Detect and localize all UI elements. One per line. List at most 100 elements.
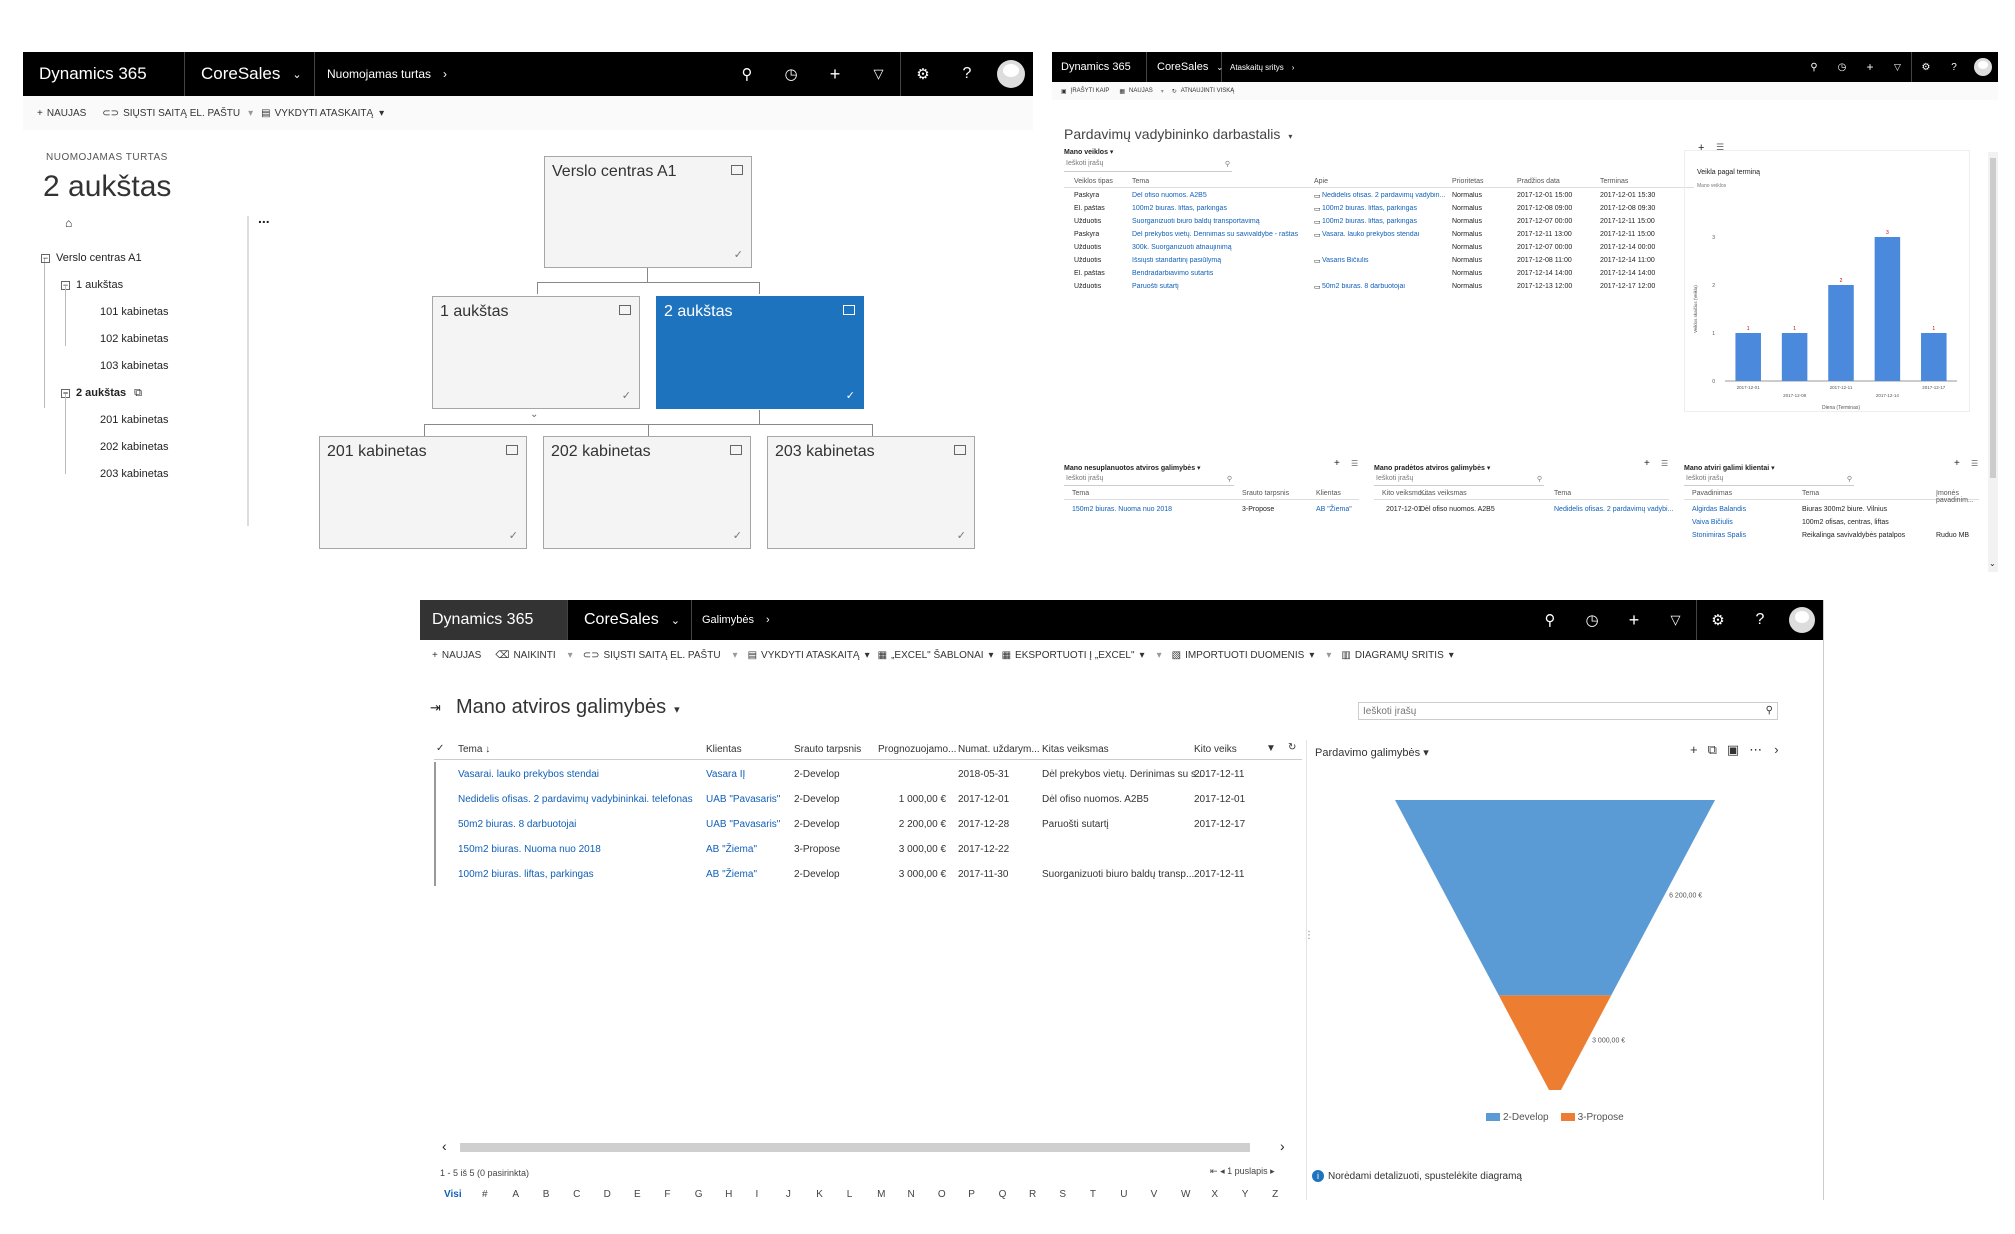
list-cell[interactable]: 150m2 biuras. Nuoma nuo 2018	[1072, 506, 1173, 513]
first-page-icon[interactable]: ⇤	[1210, 1166, 1218, 1176]
col-header[interactable]: Srauto tarpsnis	[1242, 490, 1290, 497]
list-item[interactable]: Užduotis Išsiųsti standartinį pasiūlymą Va…	[1064, 257, 1694, 269]
funnel-segment[interactable]	[1395, 800, 1715, 996]
table-cell[interactable]: UAB "Pavasaris"	[706, 819, 781, 830]
save-icon[interactable]: ▣	[1726, 742, 1740, 757]
tree-node-room[interactable]: 203 kabinetas	[100, 468, 169, 480]
panel-title[interactable]: Mano veiklos ▾	[1064, 149, 1114, 156]
tree-node-room[interactable]: 202 kabinetas	[100, 441, 169, 453]
tree-node-root[interactable]: − Verslo centras A1	[41, 252, 142, 264]
list-cell[interactable]: Nedidelis ofisas. 2 pardavimų vadybi...	[1554, 506, 1674, 513]
list-cell[interactable]: Vasaris Bičiulis	[1322, 257, 1369, 264]
alpha-filter-D[interactable]: D	[603, 1189, 611, 1200]
legend-item[interactable]: 3-Propose	[1560, 1112, 1624, 1123]
gear-icon[interactable]: ⚙	[1711, 612, 1725, 629]
prev-page-icon[interactable]: ◂	[1220, 1166, 1225, 1176]
list-cell[interactable]: Paruošti sutartį	[1132, 283, 1179, 290]
more-commands-icon[interactable]: ▾	[567, 649, 573, 661]
col-header[interactable]: Tema	[1072, 490, 1090, 497]
search-icon[interactable]: ⚲	[1224, 161, 1230, 168]
alpha-filter-R[interactable]: R	[1029, 1189, 1037, 1200]
chart-selector[interactable]: Pardavimo galimybės ▾	[1315, 746, 1429, 759]
save-as-button[interactable]: ▣ ĮRAŠYTI KAIP	[1061, 88, 1109, 95]
list-item[interactable]: Užduotis 300k. Suorganizuoti atnaujinimą N…	[1064, 244, 1694, 256]
collapse-icon[interactable]: −	[41, 252, 50, 263]
table-cell[interactable]: 100m2 biuras. liftas, parkingas	[458, 869, 594, 880]
panel-menu-icon[interactable]: ☰	[1971, 459, 1979, 468]
gear-icon[interactable]: ⚙	[916, 66, 930, 83]
panel-title[interactable]: Mano nesuplanuotos atviros galimybės ▾	[1064, 464, 1201, 472]
open-record-icon[interactable]	[954, 445, 966, 455]
import-data-button[interactable]: ▧ IMPORTUOTI DUOMENIS ▾	[1172, 650, 1315, 661]
history-icon[interactable]: ◷	[1585, 612, 1599, 629]
alpha-filter-U[interactable]: U	[1120, 1189, 1128, 1200]
search-icon[interactable]: ⚲	[1536, 476, 1542, 483]
list-cell[interactable]: Suorganizuoti biuro baldų transportavimą	[1132, 218, 1260, 225]
alpha-filter-C[interactable]: C	[573, 1189, 581, 1200]
panel-menu-icon[interactable]: ☰	[1716, 142, 1725, 152]
more-commands-icon[interactable]: ▾	[1156, 649, 1162, 661]
list-cell[interactable]: Vasara. lauko prekybos stendai	[1322, 231, 1420, 238]
panel-add-icon[interactable]: +	[1698, 142, 1705, 154]
alpha-filter-all[interactable]: Visi	[444, 1189, 462, 1200]
scroll-left-icon[interactable]: ‹	[442, 1138, 447, 1154]
more-commands-icon[interactable]: ▾	[248, 107, 254, 119]
legend-item[interactable]: 2-Develop	[1486, 1112, 1549, 1123]
node-building[interactable]: Verslo centras A1 ✓	[544, 156, 752, 268]
search-input[interactable]: Ieškoti įrašų ⚲	[1064, 160, 1232, 172]
tree-scrollbar[interactable]	[247, 216, 249, 526]
search-icon[interactable]: ⚲	[1846, 476, 1852, 483]
open-record-icon[interactable]	[619, 305, 631, 315]
panel-add-icon[interactable]: +	[1954, 458, 1960, 469]
alpha-filter-P[interactable]: P	[968, 1189, 975, 1200]
list-item[interactable]: Vaiva Bičiulis 100m2 ofisas, centras, lif…	[1684, 519, 1979, 530]
tree-node-room[interactable]: 103 kabinetas	[100, 360, 169, 372]
horizontal-scrollbar[interactable]: ‹ ›	[434, 1138, 1306, 1154]
send-link-button[interactable]: ⊂⊃ SIŲSTI SAITĄ EL. PAŠTU	[583, 650, 721, 661]
filter-icon[interactable]: ▽	[1655, 600, 1697, 640]
more-commands-icon[interactable]: ▾	[1326, 649, 1332, 661]
brand[interactable]: Dynamics 365	[420, 600, 568, 640]
list-cell[interactable]: Bendradarbiavimo sutartis	[1132, 270, 1214, 277]
col-header-account[interactable]: Klientas	[706, 744, 742, 755]
col-header[interactable]: Prioritetas	[1452, 178, 1484, 185]
table-cell[interactable]: Nedidelis ofisas. 2 pardavimų vadybinink…	[458, 794, 693, 805]
node-floor1[interactable]: 1 aukštas ✓	[432, 296, 640, 409]
bar-chart[interactable]: 0 1 2 3 1 2017-12-01 1 2017-12-08 2 2017-12-11 3 20…	[1685, 151, 1971, 413]
splitter[interactable]	[1306, 740, 1307, 1200]
splitter-handle-icon[interactable]: ⋮	[1304, 930, 1314, 941]
node-room-203[interactable]: 203 kabinetas ✓	[767, 436, 975, 549]
refresh-icon[interactable]: ↻	[1288, 742, 1297, 753]
alpha-filter-V[interactable]: V	[1150, 1189, 1158, 1200]
list-cell[interactable]: 100m2 biuras. liftas, parkingas	[1322, 218, 1417, 225]
app-switcher[interactable]: CoreSales ⌄	[1147, 52, 1223, 82]
panel-title[interactable]: Mano pradėtos atviros galimybės ▾	[1374, 464, 1490, 472]
list-cell[interactable]: 100m2 biuras. liftas, parkingas	[1322, 205, 1417, 212]
col-header-topic[interactable]: Tema ↓	[458, 744, 490, 755]
open-record-icon[interactable]	[731, 165, 743, 175]
list-item[interactable]: El. paštas Bendradarbiavimo sutartis Norma…	[1064, 270, 1694, 282]
breadcrumb[interactable]: Galimybės ›	[692, 600, 770, 640]
list-cell[interactable]: Algirdas Balandis	[1692, 506, 1747, 513]
col-header-forecast[interactable]: Prognozuojamo...	[878, 744, 957, 755]
alpha-filter-A[interactable]: A	[512, 1189, 520, 1200]
alpha-filter-H[interactable]: H	[725, 1189, 733, 1200]
run-report-button[interactable]: ▤ VYKDYTI ATASKAITĄ ▾	[748, 650, 870, 661]
filter-icon[interactable]: ▽	[1884, 52, 1912, 82]
node-room-201[interactable]: 201 kabinetas ✓	[319, 436, 527, 549]
table-cell[interactable]: 150m2 biuras. Nuoma nuo 2018	[458, 844, 601, 855]
col-header-stage[interactable]: Srauto tarpsnis	[794, 744, 862, 755]
list-item[interactable]: Algirdas Balandis Biuras 300m2 biure. Vil…	[1684, 506, 1979, 517]
tree-node-room[interactable]: 101 kabinetas	[100, 306, 169, 318]
scroll-thumb[interactable]	[460, 1143, 1250, 1152]
run-report-button[interactable]: ▤ VYKDYTI ATASKAITĄ ▾	[261, 108, 384, 119]
list-item[interactable]: Paskyra Dėl prekybos vietų. Derinimas su …	[1064, 231, 1694, 243]
plus-icon[interactable]: +	[1866, 60, 1874, 74]
table-cell[interactable]: AB "Žiema"	[706, 844, 758, 855]
funnel-chart[interactable]: 6 200,00 € 3 000,00 €	[1310, 788, 1810, 1128]
list-cell[interactable]: Stonimiras Spalis	[1692, 532, 1747, 539]
history-icon[interactable]: ◷	[784, 66, 798, 83]
scroll-right-icon[interactable]: ›	[1280, 1138, 1285, 1154]
alpha-filter-#[interactable]: #	[482, 1189, 488, 1200]
vertical-scrollbar[interactable]: ⌄	[1988, 152, 1998, 572]
